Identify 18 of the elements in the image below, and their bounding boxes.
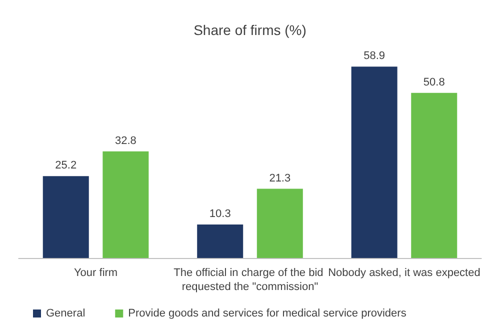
- legend-label: General: [46, 308, 86, 320]
- bar: [351, 66, 398, 258]
- x-tick-label: Your firm: [74, 267, 118, 279]
- bar: [102, 151, 149, 258]
- bar: [411, 92, 458, 258]
- x-tick-label: The official in charge of the bid requested the "commission": [174, 267, 326, 293]
- data-label: 50.8: [423, 76, 445, 88]
- x-tick-label: Nobody asked, it was expected: [328, 267, 480, 279]
- bar: [42, 176, 89, 258]
- data-label: 25.2: [55, 160, 77, 172]
- chart-title: Share of firms (%): [194, 22, 306, 38]
- legend-label: Provide goods and services for medical service providers: [128, 308, 407, 320]
- data-label: 21.3: [269, 172, 291, 184]
- data-label: 58.9: [364, 50, 386, 62]
- data-label: 32.8: [114, 134, 136, 147]
- bar: [256, 188, 303, 258]
- bar: [197, 224, 244, 258]
- data-label: 10.3: [209, 208, 231, 220]
